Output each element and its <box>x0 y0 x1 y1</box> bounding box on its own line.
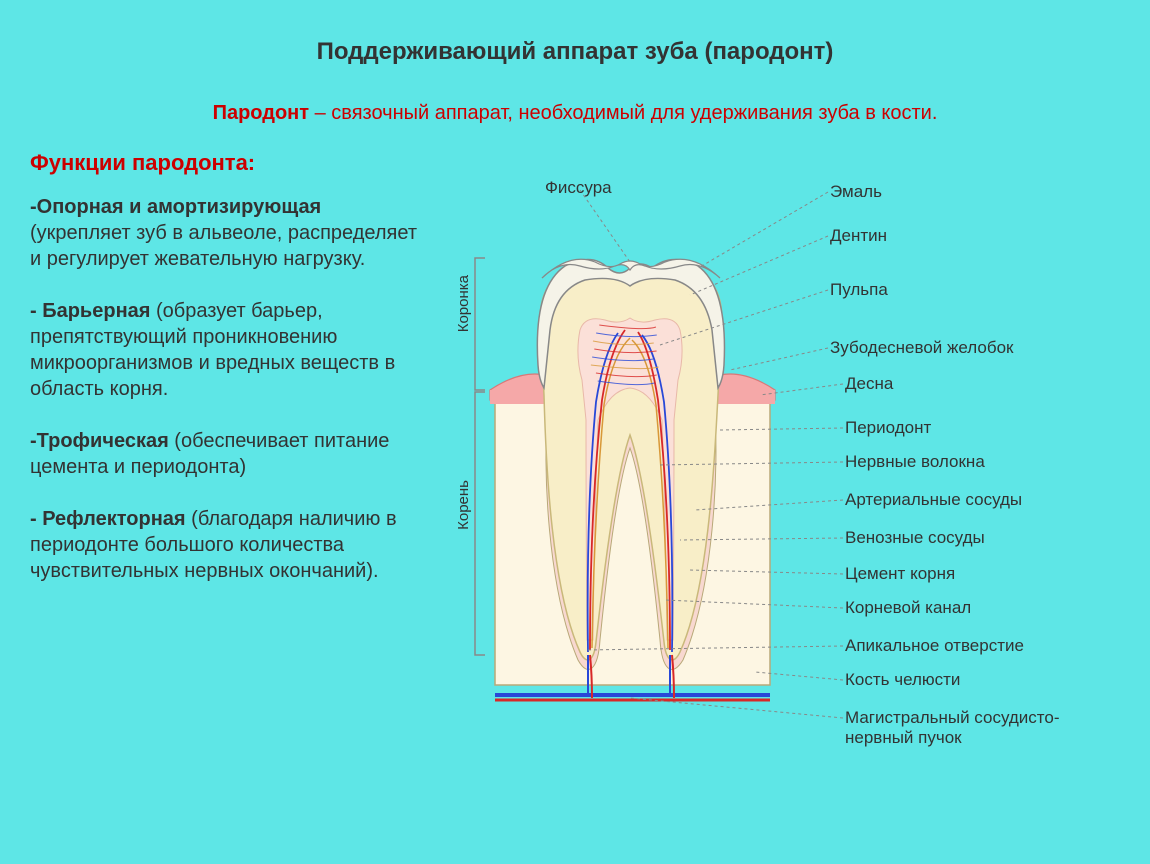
definition: Пародонт – связочный аппарат, необходимы… <box>0 66 1150 125</box>
definition-term: Пародонт <box>213 102 309 124</box>
label-cementum: Цемент корня <box>845 564 955 584</box>
label-apical: Апикальное отверстие <box>845 636 1024 656</box>
page-title: Поддерживающий аппарат зуба (пародонт) <box>0 0 1150 66</box>
function-item: -Опорная и амортизирующая (укрепляет зуб… <box>30 194 420 272</box>
label-pulp: Пульпа <box>830 280 888 300</box>
label-dentin: Дентин <box>830 226 887 246</box>
left-column: Функции пародонта: -Опорная и амортизиру… <box>30 150 420 610</box>
label-root-canal: Корневой канал <box>845 598 971 618</box>
label-gingiva: Десна <box>845 374 893 394</box>
label-neurovascular: Магистральный сосудисто-нервный пучок <box>845 708 1105 747</box>
function-name: - Рефлекторная <box>30 508 186 530</box>
function-item: - Барьерная (образует барьер, препятству… <box>30 298 420 402</box>
function-name: -Трофическая <box>30 430 169 452</box>
crown-section-label: Коронка <box>455 275 472 332</box>
label-gingival-sulcus: Зубодесневой желобок <box>830 338 1013 358</box>
tooth-svg <box>430 170 1150 770</box>
functions-heading: Функции пародонта: <box>30 150 420 176</box>
definition-text: – связочный аппарат, необходимый для уде… <box>309 102 937 124</box>
function-item: - Рефлекторная (благодаря наличию в пери… <box>30 506 420 584</box>
function-desc: (укрепляет зуб в альвеоле, распределяет … <box>30 222 417 270</box>
function-name: - Барьерная <box>30 300 150 322</box>
label-venous: Венозные сосуды <box>845 528 985 548</box>
tooth-diagram: Коронка Корень Фиссура Эмаль Дентин Пуль… <box>430 170 1150 770</box>
label-jaw-bone: Кость челюсти <box>845 670 960 690</box>
function-name: -Опорная и амортизирующая <box>30 196 321 218</box>
function-item: -Трофическая (обеспечивает питание цемен… <box>30 428 420 480</box>
label-periodontium: Периодонт <box>845 418 931 438</box>
label-enamel: Эмаль <box>830 182 882 202</box>
label-nerve-fibers: Нервные волокна <box>845 452 985 472</box>
label-arterial: Артериальные сосуды <box>845 490 1022 510</box>
label-fissure: Фиссура <box>545 178 612 198</box>
root-section-label: Корень <box>455 480 472 530</box>
